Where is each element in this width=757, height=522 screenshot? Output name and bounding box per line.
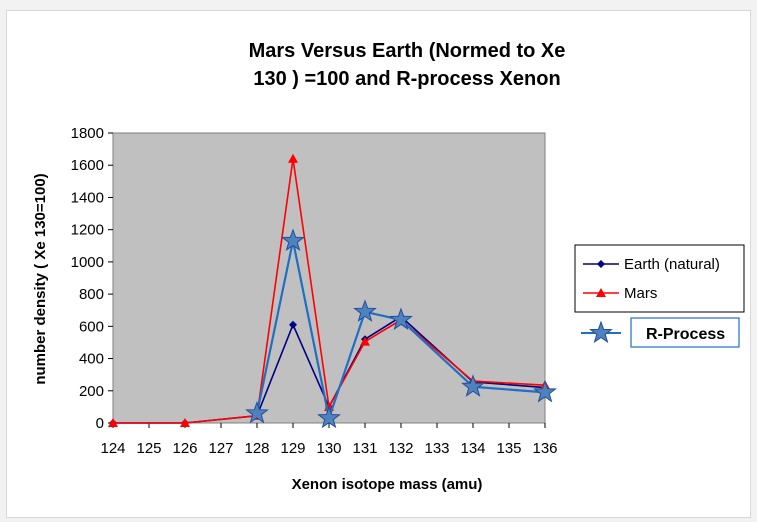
- legend-entry-earth: Earth (natural): [583, 256, 720, 273]
- chart-title-line-1: Mars Versus Earth (Normed to Xe: [249, 40, 566, 62]
- x-tick-label: 136: [532, 440, 557, 457]
- y-tick-label: 1600: [71, 157, 104, 174]
- x-tick-label: 131: [352, 440, 377, 457]
- legend-earth-marker: [597, 260, 605, 268]
- data-point-earth: [289, 320, 297, 329]
- x-tick-label: 134: [460, 440, 485, 457]
- legend-rprocess-marker: [589, 320, 613, 344]
- plot-area: [112, 132, 546, 424]
- x-tick-label: 135: [496, 440, 521, 457]
- y-tick-label: 1800: [71, 125, 104, 142]
- data-point-rprocess: [353, 299, 377, 322]
- legend-entry-mars: Mars: [583, 285, 657, 302]
- y-axis-title: number density ( Xe 130=100): [32, 173, 49, 384]
- x-tick-label: 124: [100, 440, 125, 457]
- legend-rprocess-box: [630, 317, 740, 348]
- chart-svg: Mars Versus Earth (Normed to Xe 130 ) =1…: [32, 40, 745, 493]
- legend-rprocess-label: R-Process: [646, 326, 725, 343]
- x-tick-label: 130: [316, 440, 341, 457]
- y-tick-label: 1000: [71, 254, 104, 271]
- legend-mars-marker: [596, 288, 606, 297]
- y-tick-label: 1200: [71, 222, 104, 239]
- y-tick-label: 200: [79, 383, 104, 400]
- x-axis-title: Xenon isotope mass (amu): [292, 476, 483, 493]
- x-tick-label: 125: [136, 440, 161, 457]
- data-point-rprocess: [245, 400, 269, 424]
- series-rprocess: [245, 228, 557, 429]
- y-tick-label: 400: [79, 351, 104, 368]
- y-tick-label: 600: [79, 318, 104, 335]
- x-tick-label: 133: [424, 440, 449, 457]
- x-tick-label: 129: [280, 440, 305, 457]
- y-tick-label: 0: [96, 415, 104, 432]
- x-tick-label: 132: [388, 440, 413, 457]
- x-axis-ticks: 124 125 126 127 128 129 130 131 132 133 134 135 136: [100, 423, 558, 457]
- data-point-rprocess: [281, 228, 305, 252]
- legend-earth-label: Earth (natural): [624, 256, 720, 273]
- data-point-rprocess: [317, 405, 341, 429]
- legend-box: [574, 244, 745, 313]
- data-point-rprocess: [461, 374, 485, 397]
- x-tick-label: 126: [172, 440, 197, 457]
- data-point-rprocess: [389, 307, 413, 330]
- data-point-mars: [360, 336, 370, 346]
- legend-mars-label: Mars: [624, 285, 657, 302]
- data-point-mars: [180, 418, 190, 427]
- x-tick-label: 128: [244, 440, 269, 457]
- data-point-mars: [108, 418, 118, 427]
- y-tick-label: 1400: [71, 189, 104, 206]
- data-point-rprocess: [533, 379, 557, 403]
- data-point-mars: [288, 153, 298, 163]
- series-layer: [108, 153, 557, 429]
- y-tick-label: 800: [79, 286, 104, 303]
- legend-entry-rprocess: R-Process: [581, 320, 725, 344]
- chart-title-line-2: 130 ) =100 and R-process Xenon: [253, 68, 560, 90]
- y-axis-ticks: 0 200 400 600 800 1000 1200 1400 1600 1800: [71, 125, 113, 432]
- chart-frame: Mars Versus Earth (Normed to Xe 130 ) =1…: [6, 10, 751, 518]
- x-tick-label: 127: [208, 440, 233, 457]
